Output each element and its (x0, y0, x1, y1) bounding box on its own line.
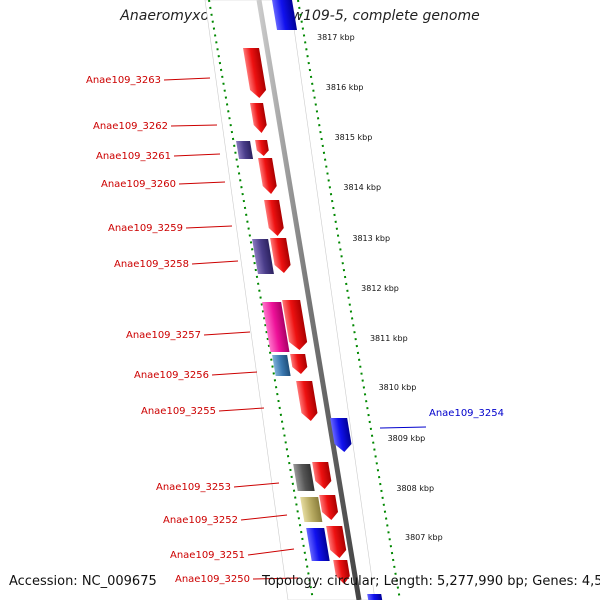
scale-label: 3807 kbp (405, 533, 443, 542)
leader-line (218, 407, 265, 412)
leader-line (173, 153, 221, 157)
gene-arrow[interactable] (312, 462, 333, 489)
gene-label[interactable]: Anae109_3256 (134, 370, 209, 381)
leader-line (247, 548, 295, 556)
gene-label[interactable]: Anae109_3262 (93, 121, 168, 132)
leader-line (240, 514, 288, 521)
leader-line (185, 225, 233, 229)
gene-label[interactable]: Anae109_3263 (86, 75, 161, 86)
gene-label[interactable]: Anae109_3257 (126, 330, 201, 341)
gene-arrow[interactable] (333, 560, 351, 584)
gene-label[interactable]: Anae109_3260 (101, 179, 176, 190)
leader-line (191, 260, 239, 265)
gene-arrow[interactable] (270, 238, 292, 273)
genome-backbone (256, 0, 362, 600)
gene-arrow[interactable] (255, 140, 270, 156)
gene-arrow[interactable] (296, 381, 319, 421)
gene-arrow[interactable] (330, 418, 353, 452)
gene-label[interactable]: Anae109_3253 (156, 482, 231, 493)
leader-line (211, 371, 258, 376)
gene-arrow[interactable] (250, 103, 268, 133)
gene-arrow[interactable] (290, 354, 308, 374)
gene-arrow[interactable] (262, 302, 290, 352)
scale-label: 3816 kbp (326, 83, 364, 92)
scale-label: 3812 kbp (361, 284, 399, 293)
gene-arrow[interactable] (306, 528, 330, 561)
gene-label[interactable]: Anae109_3251 (170, 550, 245, 561)
gene-arrow[interactable] (319, 495, 339, 520)
gene-layer (236, 0, 383, 600)
gene-arrow[interactable] (367, 594, 383, 600)
scale-layer: 3817 kbp 3816 kbp 3815 kbp 3814 kbp 3813 kbp… (317, 33, 443, 542)
gene-arrow[interactable] (258, 158, 278, 194)
gene-arrow[interactable] (326, 526, 347, 558)
gene-label[interactable]: Anae109_3258 (114, 259, 189, 270)
leader-line (203, 331, 251, 336)
scale-label: 3811 kbp (370, 334, 408, 343)
genome-summary-text: Topology: circular; Length: 5,277,990 bp… (262, 574, 600, 589)
gene-arrow[interactable] (282, 300, 308, 350)
leader-line (178, 181, 226, 185)
scale-label: 3815 kbp (335, 133, 373, 142)
leader-line (233, 482, 280, 488)
accession-text: Accession: NC_009675 (9, 574, 157, 589)
gene-arrow[interactable] (300, 497, 323, 522)
gene-label[interactable]: Anae109_3261 (96, 151, 171, 162)
scale-label: 3808 kbp (396, 484, 434, 493)
label-layer: Anae109_3263 Anae109_3262 Anae109_3261 Anae… (86, 75, 504, 585)
gene-arrow[interactable] (264, 200, 285, 236)
scale-label: 3814 kbp (343, 183, 381, 192)
gene-label[interactable]: Anae109_3252 (163, 515, 238, 526)
leader-line (170, 124, 218, 127)
gene-label[interactable]: Anae109_3255 (141, 406, 216, 417)
gene-arrow[interactable] (243, 48, 267, 98)
scale-label: 3809 kbp (388, 434, 426, 443)
gene-label[interactable]: Anae109_3254 (429, 408, 504, 419)
gene-arrow[interactable] (272, 0, 298, 30)
gene-label[interactable]: Anae109_3250 (175, 574, 250, 585)
scale-label: 3813 kbp (352, 234, 390, 243)
gene-label[interactable]: Anae109_3259 (108, 223, 183, 234)
scale-label: 3817 kbp (317, 33, 355, 42)
leader-line (379, 426, 427, 429)
gene-arrow[interactable] (236, 141, 254, 159)
gene-arrow[interactable] (293, 464, 315, 491)
scale-label: 3810 kbp (379, 383, 417, 392)
gene-arrow[interactable] (272, 355, 291, 376)
leader-line (252, 577, 299, 580)
gene-arrow[interactable] (252, 239, 274, 274)
leader-line (163, 77, 211, 81)
